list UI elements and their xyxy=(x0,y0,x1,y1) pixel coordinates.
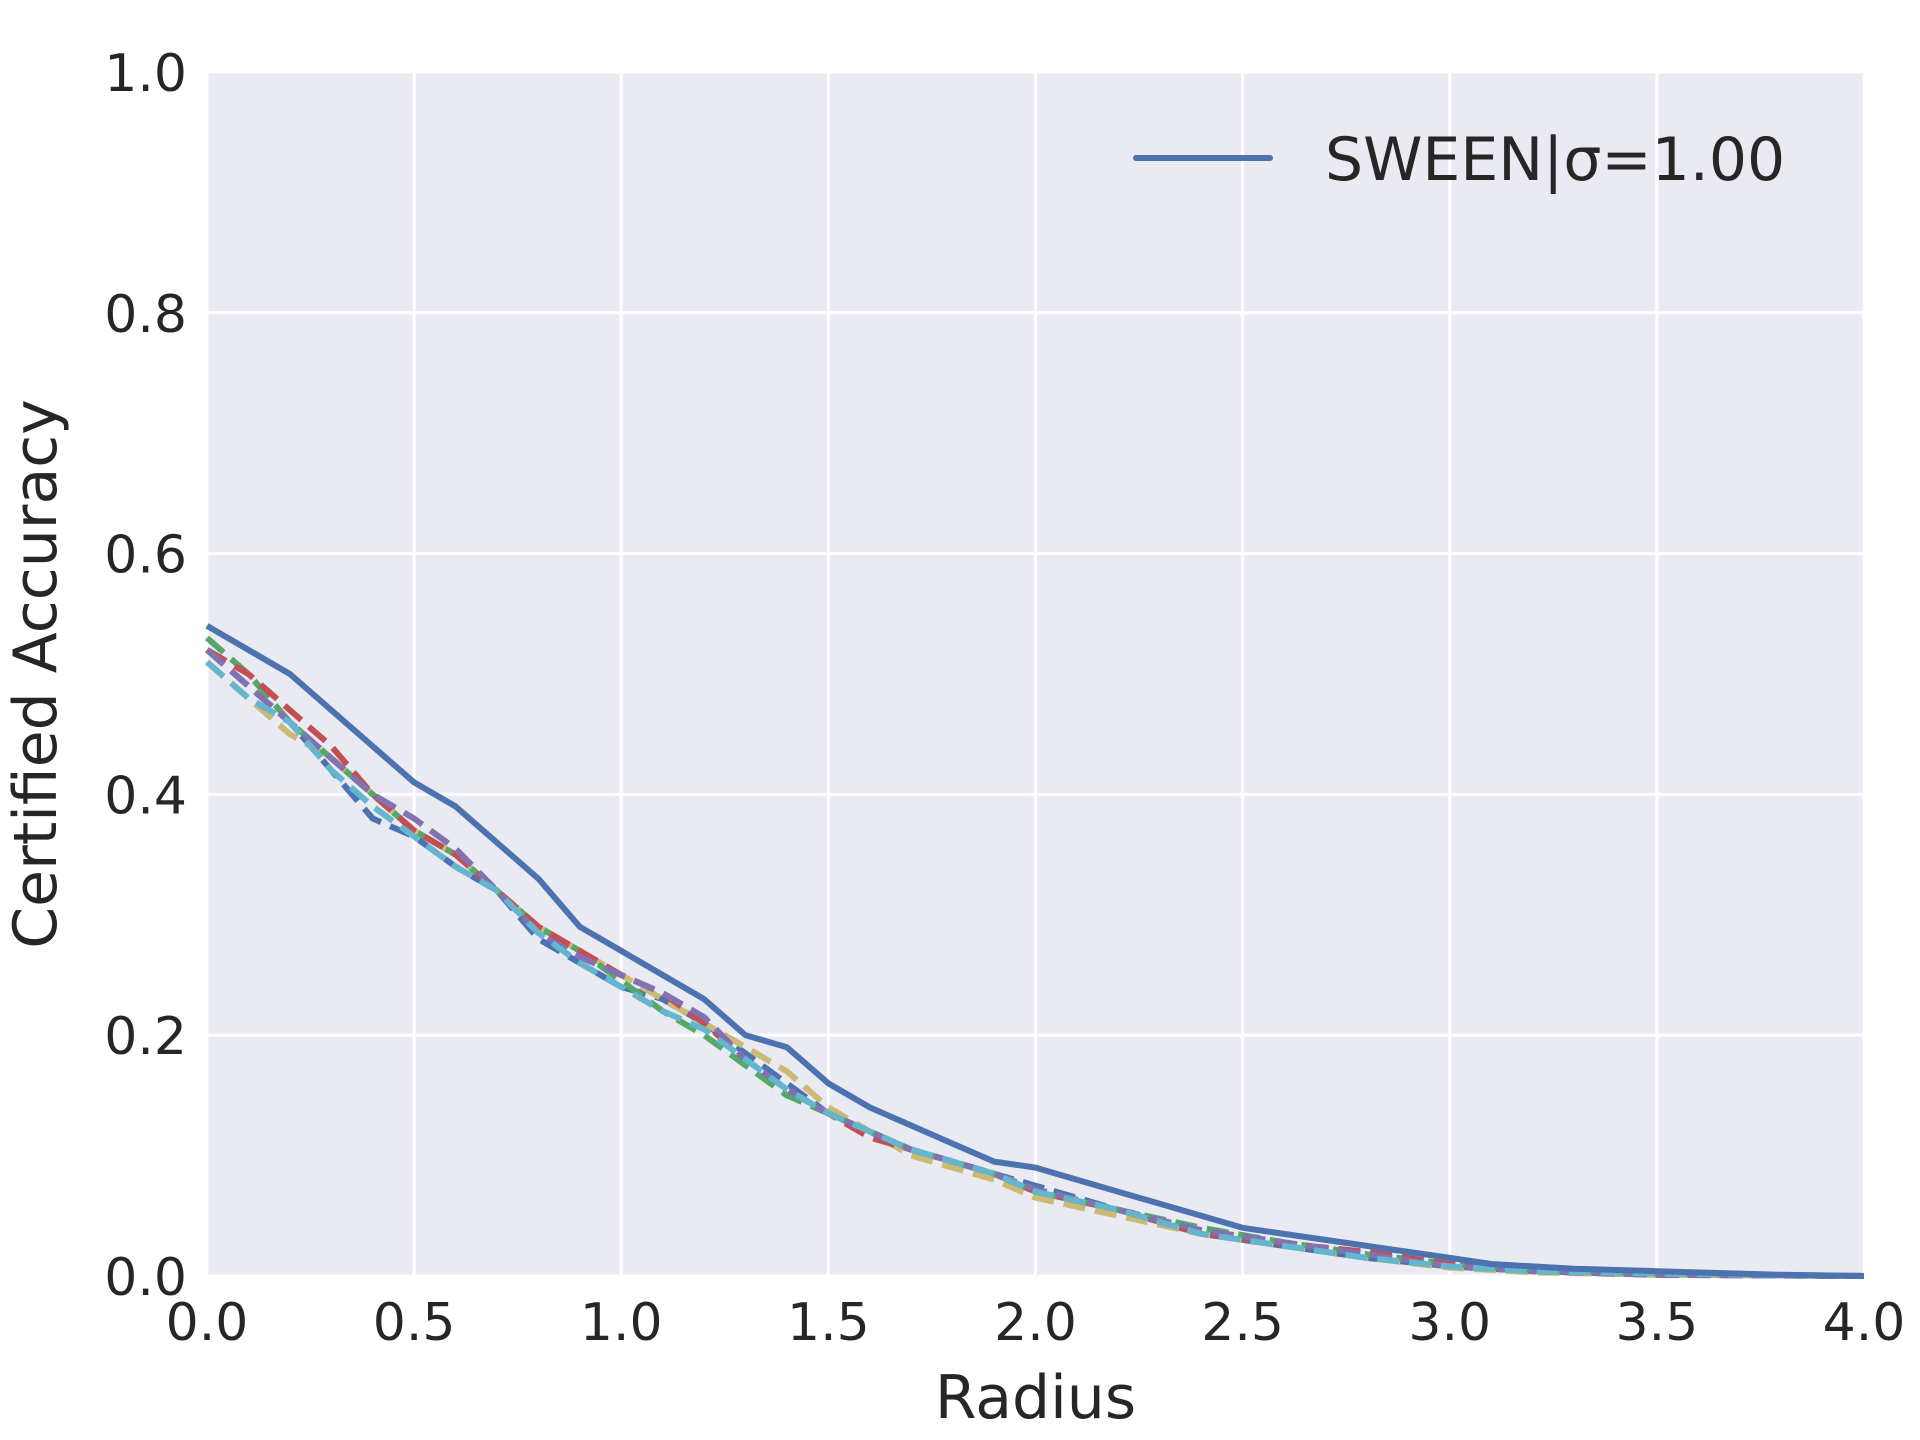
x-tick-label: 0.0 xyxy=(166,1293,249,1353)
legend-label-sween: SWEEN|σ=1.00 xyxy=(1325,125,1785,195)
x-tick-label: 4.0 xyxy=(1823,1293,1906,1353)
series-line-baseline-blue xyxy=(205,647,1865,1279)
y-tick-label: 0.0 xyxy=(104,1248,187,1308)
series-line-baseline-purple xyxy=(205,647,1865,1279)
y-tick-label: 0.6 xyxy=(104,526,187,586)
x-tick-label: 3.0 xyxy=(1408,1293,1491,1353)
y-tick-label: 0.8 xyxy=(104,285,187,345)
x-tick-label: 0.5 xyxy=(373,1293,456,1353)
x-tick-label: 2.0 xyxy=(994,1293,1077,1353)
y-axis-label: Certified Accuracy xyxy=(1,399,71,948)
x-tick-label: 1.5 xyxy=(787,1293,870,1353)
series-line-baseline-cyan xyxy=(205,659,1865,1279)
series-line-baseline-orange xyxy=(205,659,1865,1279)
legend: SWEEN|σ=1.00 xyxy=(1133,125,1785,195)
x-tick-label: 3.5 xyxy=(1616,1293,1699,1353)
y-tick-label: 0.4 xyxy=(104,766,187,826)
series-layer xyxy=(205,623,1865,1279)
x-tick-label: 1.0 xyxy=(580,1293,663,1353)
x-tick-label: 2.5 xyxy=(1201,1293,1284,1353)
x-axis-label: Radius xyxy=(935,1363,1136,1433)
series-line-sween-1-00 xyxy=(205,623,1865,1279)
y-tick-labels: 0.0 0.2 0.4 0.6 0.8 1.0 xyxy=(104,44,187,1308)
y-tick-label: 1.0 xyxy=(104,44,187,104)
x-tick-labels: 0.0 0.5 1.0 1.5 2.0 2.5 3.0 3.5 4.0 xyxy=(166,1293,1906,1353)
y-tick-label: 0.2 xyxy=(104,1007,187,1067)
